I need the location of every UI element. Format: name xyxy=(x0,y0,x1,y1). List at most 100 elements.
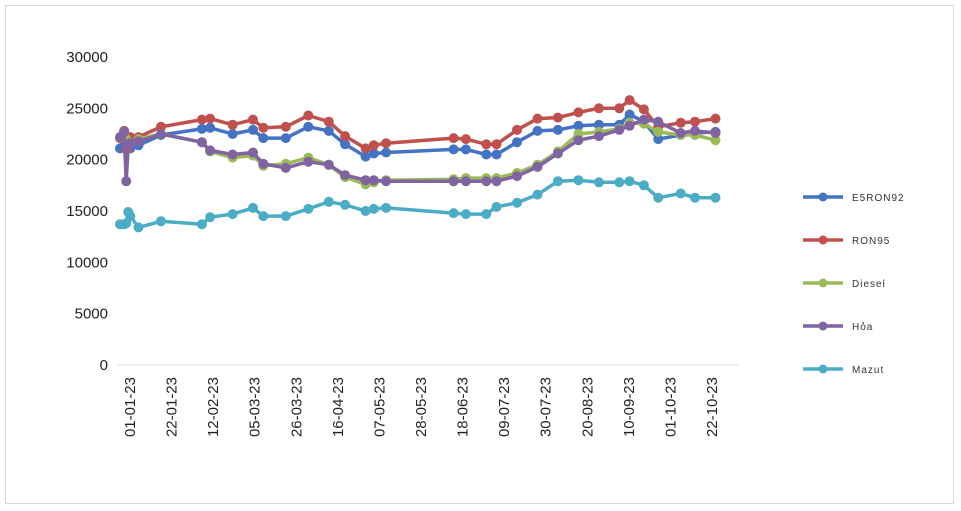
data-point xyxy=(360,143,371,154)
data-point xyxy=(624,120,635,131)
data-point xyxy=(638,104,649,115)
data-point xyxy=(360,151,371,162)
data-point xyxy=(227,119,238,130)
data-point xyxy=(573,135,584,146)
data-point xyxy=(156,121,166,132)
data-point xyxy=(205,212,216,223)
y-tick-label: 15000 xyxy=(66,203,108,220)
y-tick-label: 25000 xyxy=(66,100,108,117)
data-point xyxy=(303,110,314,121)
legend-item: E5RON92 xyxy=(803,192,905,204)
data-point xyxy=(593,177,604,188)
data-point xyxy=(360,206,371,216)
legend-marker xyxy=(818,235,828,245)
data-point xyxy=(323,125,334,136)
data-point xyxy=(690,125,700,136)
legend-label: E5RON92 xyxy=(852,193,905,204)
data-point xyxy=(481,209,492,220)
data-point xyxy=(248,114,258,125)
legend-label: RON95 xyxy=(852,236,890,247)
x-tick-label: 01-01-23 xyxy=(122,377,139,437)
data-point xyxy=(280,133,291,144)
data-point xyxy=(481,176,492,187)
data-point xyxy=(340,170,351,181)
data-point xyxy=(227,209,238,220)
data-point xyxy=(448,176,459,187)
legend-label: Hỏa xyxy=(852,321,873,333)
data-point xyxy=(156,129,166,139)
data-point xyxy=(258,211,269,222)
data-point xyxy=(460,134,471,145)
x-tick-label: 30-07-23 xyxy=(538,377,555,437)
data-point xyxy=(205,145,216,156)
series-mazut xyxy=(115,175,721,233)
data-point xyxy=(448,144,459,155)
data-point xyxy=(280,162,291,173)
data-point xyxy=(552,112,563,123)
y-tick-label: 30000 xyxy=(66,49,108,66)
data-point xyxy=(573,175,584,186)
data-point xyxy=(512,137,522,148)
data-point xyxy=(381,138,392,149)
series-layer xyxy=(115,95,721,233)
data-point xyxy=(481,139,492,150)
data-point xyxy=(227,129,238,139)
data-point xyxy=(481,149,492,160)
x-tick-label: 20-08-23 xyxy=(579,377,596,437)
data-point xyxy=(381,202,392,213)
data-point xyxy=(248,202,258,213)
data-point xyxy=(205,122,216,133)
y-tick-label: 10000 xyxy=(66,254,108,271)
data-point xyxy=(710,135,721,146)
data-point xyxy=(675,188,686,199)
data-point xyxy=(368,140,379,151)
data-point xyxy=(638,180,649,191)
data-point xyxy=(133,222,144,233)
data-point xyxy=(381,176,392,187)
data-point xyxy=(448,133,459,144)
data-point xyxy=(303,156,314,167)
data-point xyxy=(638,114,649,125)
data-point xyxy=(512,171,522,182)
y-tick-label: 5000 xyxy=(75,306,108,323)
data-point xyxy=(340,131,351,142)
data-point xyxy=(125,138,136,149)
data-point xyxy=(675,128,686,138)
data-point xyxy=(491,139,502,150)
data-point xyxy=(614,177,625,188)
data-point xyxy=(653,116,664,127)
data-point xyxy=(119,126,130,137)
series-hỏa xyxy=(115,114,721,187)
data-point xyxy=(323,196,334,207)
x-tick-label: 01-10-23 xyxy=(662,377,679,437)
y-tick-label: 20000 xyxy=(66,152,108,169)
data-point xyxy=(340,139,351,150)
data-point xyxy=(710,192,721,203)
data-point xyxy=(675,117,686,128)
legend-item: Diesel xyxy=(803,278,885,290)
data-point xyxy=(512,124,522,135)
data-point xyxy=(614,124,625,135)
data-point xyxy=(196,114,207,125)
data-point xyxy=(593,103,604,114)
data-point xyxy=(323,159,334,170)
data-point xyxy=(512,197,522,208)
legend-item: Mazut xyxy=(803,364,883,376)
data-point xyxy=(368,203,379,214)
x-tick-label: 10-09-23 xyxy=(621,377,638,437)
data-point xyxy=(532,113,543,124)
data-point xyxy=(532,125,543,136)
y-tick-label: 0 xyxy=(100,357,108,374)
legend-marker xyxy=(818,278,828,288)
series-ron95 xyxy=(115,95,721,155)
data-point xyxy=(653,126,664,137)
x-tick-label: 09-07-23 xyxy=(496,377,513,437)
legend-marker xyxy=(818,321,828,331)
data-point xyxy=(552,124,563,135)
data-point xyxy=(653,134,664,145)
data-point xyxy=(624,95,635,106)
data-point xyxy=(248,147,258,158)
legend: E5RON92 RON95 Diesel Hỏa Mazut xyxy=(803,192,905,376)
data-point xyxy=(614,103,625,114)
data-point xyxy=(360,175,371,186)
